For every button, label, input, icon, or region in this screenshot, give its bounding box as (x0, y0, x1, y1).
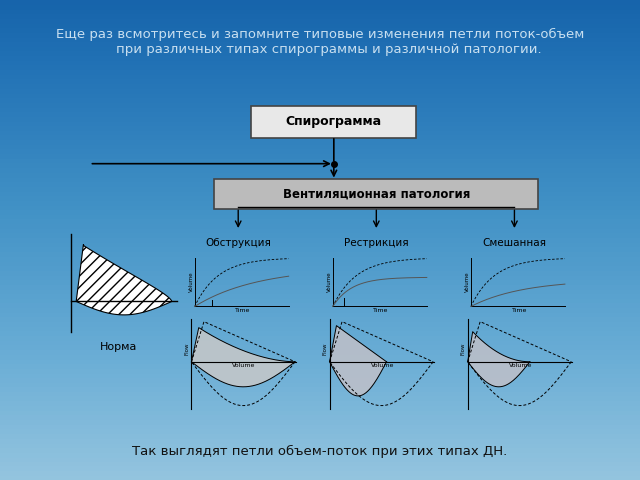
Text: Volume: Volume (189, 271, 194, 291)
Text: Volume: Volume (371, 363, 394, 369)
Text: Time: Time (511, 308, 527, 313)
FancyBboxPatch shape (214, 179, 538, 209)
Text: Flow: Flow (461, 342, 466, 355)
Text: Volume: Volume (327, 271, 332, 291)
Text: Так выглядят петли объем-поток при этих типах ДН.: Так выглядят петли объем-поток при этих … (132, 444, 508, 458)
Text: Flow: Flow (323, 342, 328, 355)
Text: Еще раз всмотритесь и запомните типовые изменения петли поток-объем
    при разл: Еще раз всмотритесь и запомните типовые … (56, 28, 584, 56)
Text: Обструкция: Обструкция (205, 238, 271, 248)
FancyBboxPatch shape (252, 106, 416, 138)
Text: Вентиляционная патология: Вентиляционная патология (283, 187, 470, 201)
Text: Time: Time (373, 308, 388, 313)
Polygon shape (468, 332, 530, 387)
Text: Рестрикция: Рестрикция (344, 238, 408, 248)
Polygon shape (76, 244, 172, 315)
Text: Volume: Volume (509, 363, 532, 369)
Text: Спирограмма: Спирограмма (286, 115, 382, 128)
Polygon shape (330, 325, 387, 396)
Text: Volume: Volume (232, 363, 256, 369)
Text: Time: Time (236, 308, 251, 313)
Text: Flow: Flow (185, 342, 189, 355)
Text: Volume: Volume (465, 271, 470, 291)
Text: Смешанная: Смешанная (483, 238, 547, 248)
Polygon shape (191, 328, 295, 387)
Text: Норма: Норма (100, 342, 138, 352)
